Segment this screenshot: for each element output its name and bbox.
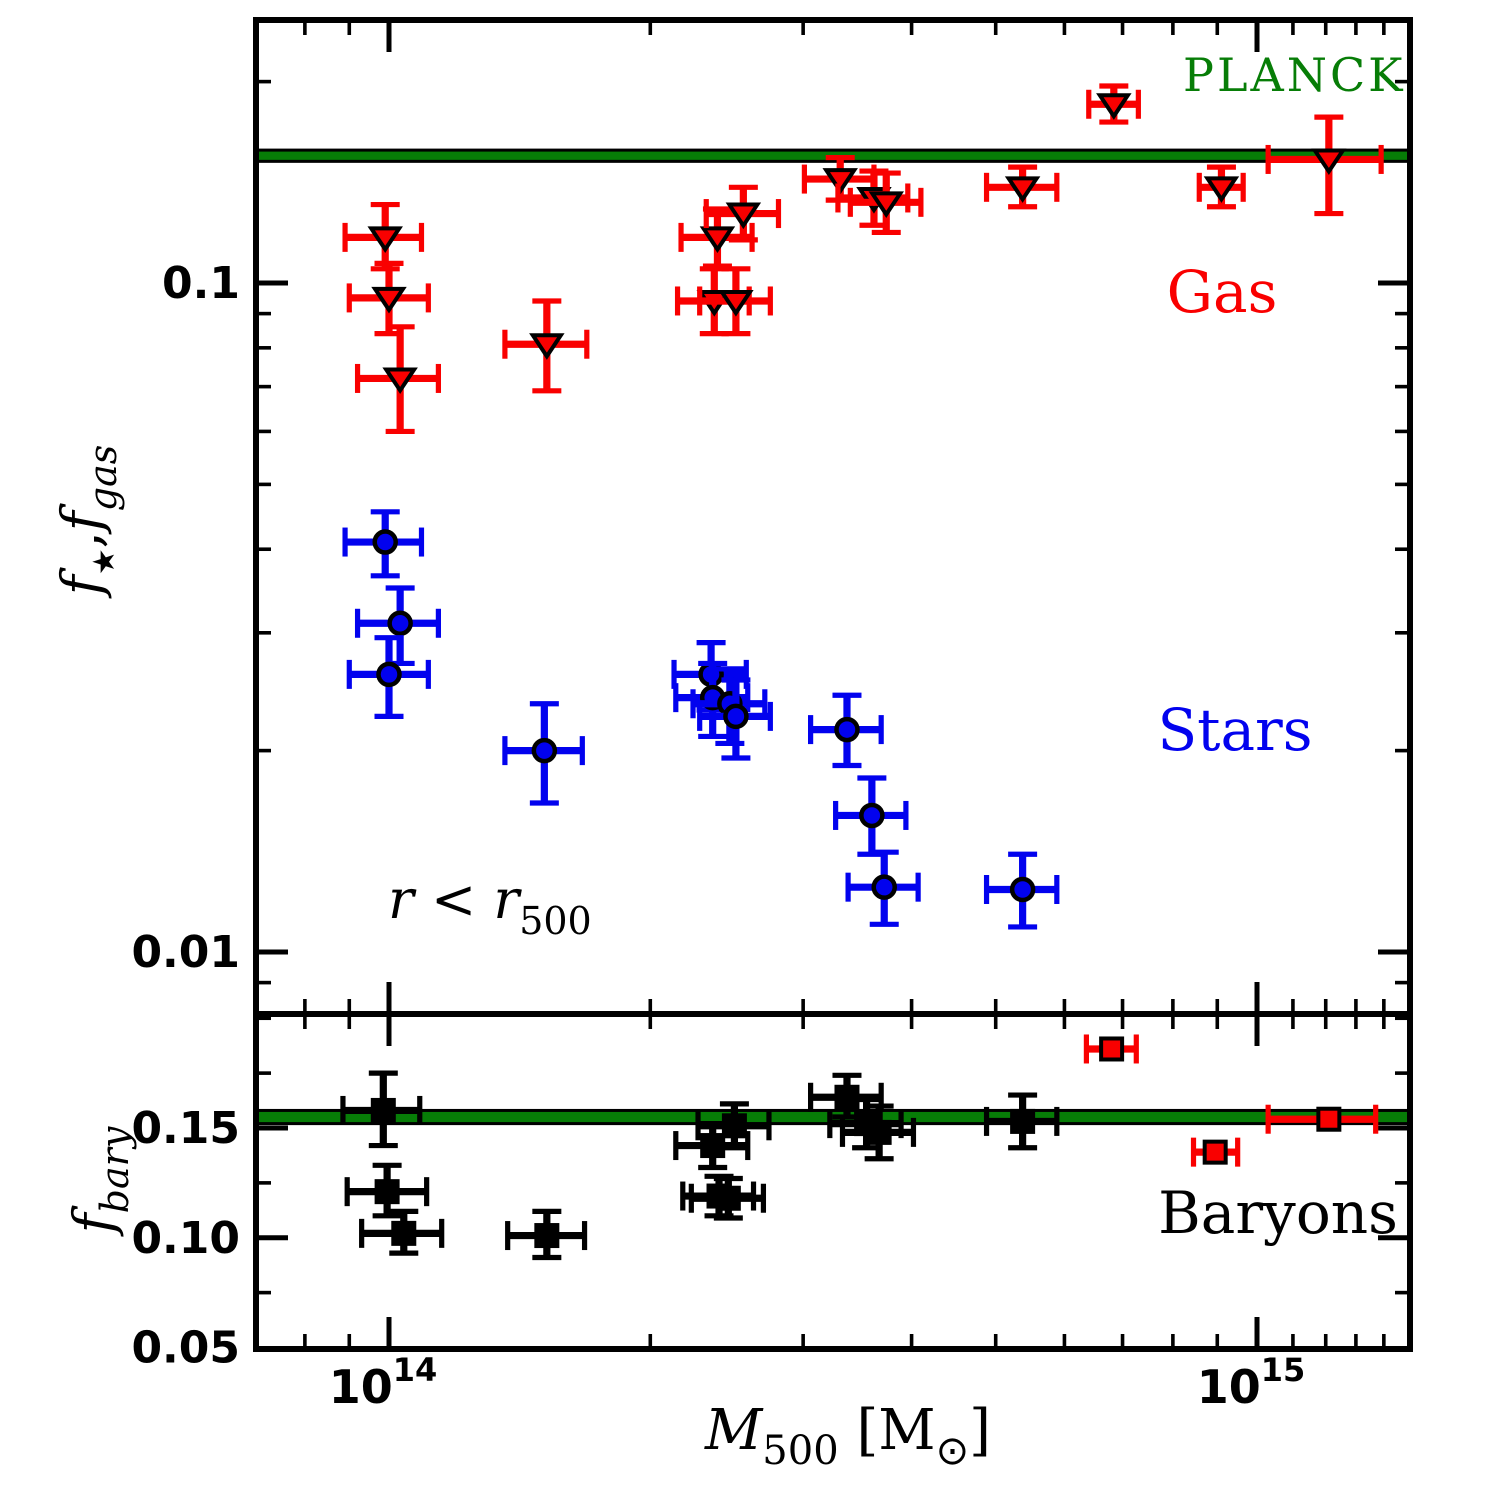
stars-series xyxy=(342,509,1060,930)
x-tick-label: 1015 xyxy=(1197,1351,1306,1414)
planck-label: PLANCK xyxy=(1183,48,1406,102)
text-part: M xyxy=(704,1398,764,1463)
data-marker xyxy=(371,286,407,314)
error-bars xyxy=(1086,83,1141,125)
data-marker xyxy=(1009,876,1036,903)
data-marker xyxy=(1202,1139,1228,1165)
y-axis-label-top: f★,fgas xyxy=(50,445,125,600)
data-marker xyxy=(1004,176,1041,203)
data-marker xyxy=(699,226,736,253)
data-marker xyxy=(1099,1036,1125,1062)
data-marker xyxy=(871,874,897,900)
text-part: r < r xyxy=(388,868,522,931)
text-part: ] xyxy=(969,1398,991,1463)
text-part: gas xyxy=(81,445,125,511)
y-tick-label: 0.15 xyxy=(131,1103,240,1154)
data-marker xyxy=(715,1185,741,1211)
error-bars xyxy=(359,1208,445,1256)
y-tick-label: 0.10 xyxy=(131,1213,240,1264)
data-marker xyxy=(1316,1106,1342,1132)
text-part: 500 xyxy=(762,1428,838,1474)
text-part: 10 xyxy=(329,1360,393,1414)
text-part: 15 xyxy=(1261,1351,1306,1389)
baryons-label: Baryons xyxy=(1158,1179,1398,1247)
data-marker xyxy=(529,333,565,360)
data-marker xyxy=(367,226,403,253)
data-marker xyxy=(372,529,398,555)
data-marker xyxy=(374,1179,400,1205)
text-part: ⊙ xyxy=(936,1428,970,1474)
text-part: ★ xyxy=(87,548,122,575)
data-marker xyxy=(718,289,754,317)
baryons-series xyxy=(340,1070,1060,1261)
data-marker xyxy=(1096,93,1132,120)
baryons_gas_only-series xyxy=(1083,1034,1379,1167)
data-marker xyxy=(725,202,762,230)
data-marker xyxy=(723,703,749,730)
text-part: [M xyxy=(839,1398,936,1463)
text-part: 500 xyxy=(519,899,592,943)
error-bars xyxy=(845,849,921,927)
data-marker xyxy=(1010,1108,1036,1134)
bottom-panel-frame xyxy=(253,1011,1413,1352)
y-tick-label: 0.05 xyxy=(131,1323,240,1374)
data-marker xyxy=(370,1097,396,1123)
data-marker xyxy=(387,610,413,637)
data-marker xyxy=(822,168,858,195)
data-marker xyxy=(531,737,558,764)
data-marker xyxy=(859,802,885,829)
x-tick-label: 1014 xyxy=(329,1351,438,1414)
data-marker xyxy=(1203,176,1240,203)
data-marker xyxy=(382,367,418,395)
data-marker xyxy=(721,1113,747,1139)
text-part: bary xyxy=(93,1126,137,1213)
y-tick-label: 0.01 xyxy=(131,927,240,978)
text-part: 14 xyxy=(393,1351,438,1389)
y-axis-label-bottom: fbary xyxy=(62,1126,137,1237)
data-marker xyxy=(534,1223,560,1249)
radius-annotation: r < r500 xyxy=(388,868,592,943)
text-part: , xyxy=(50,531,113,548)
data-marker xyxy=(868,191,904,218)
x-axis-label: M500 [M⊙] xyxy=(704,1398,991,1474)
y-tick-label: 0.1 xyxy=(162,258,240,309)
data-marker xyxy=(1311,148,1347,176)
gas-label: Gas xyxy=(1167,258,1278,326)
error-bars xyxy=(346,635,431,719)
data-marker xyxy=(391,1220,417,1246)
stars-label: Stars xyxy=(1157,696,1312,764)
gas-series xyxy=(342,83,1384,435)
data-marker xyxy=(866,1119,892,1145)
text-part: 10 xyxy=(1197,1360,1261,1414)
data-marker xyxy=(376,661,402,688)
data-marker xyxy=(834,716,860,743)
